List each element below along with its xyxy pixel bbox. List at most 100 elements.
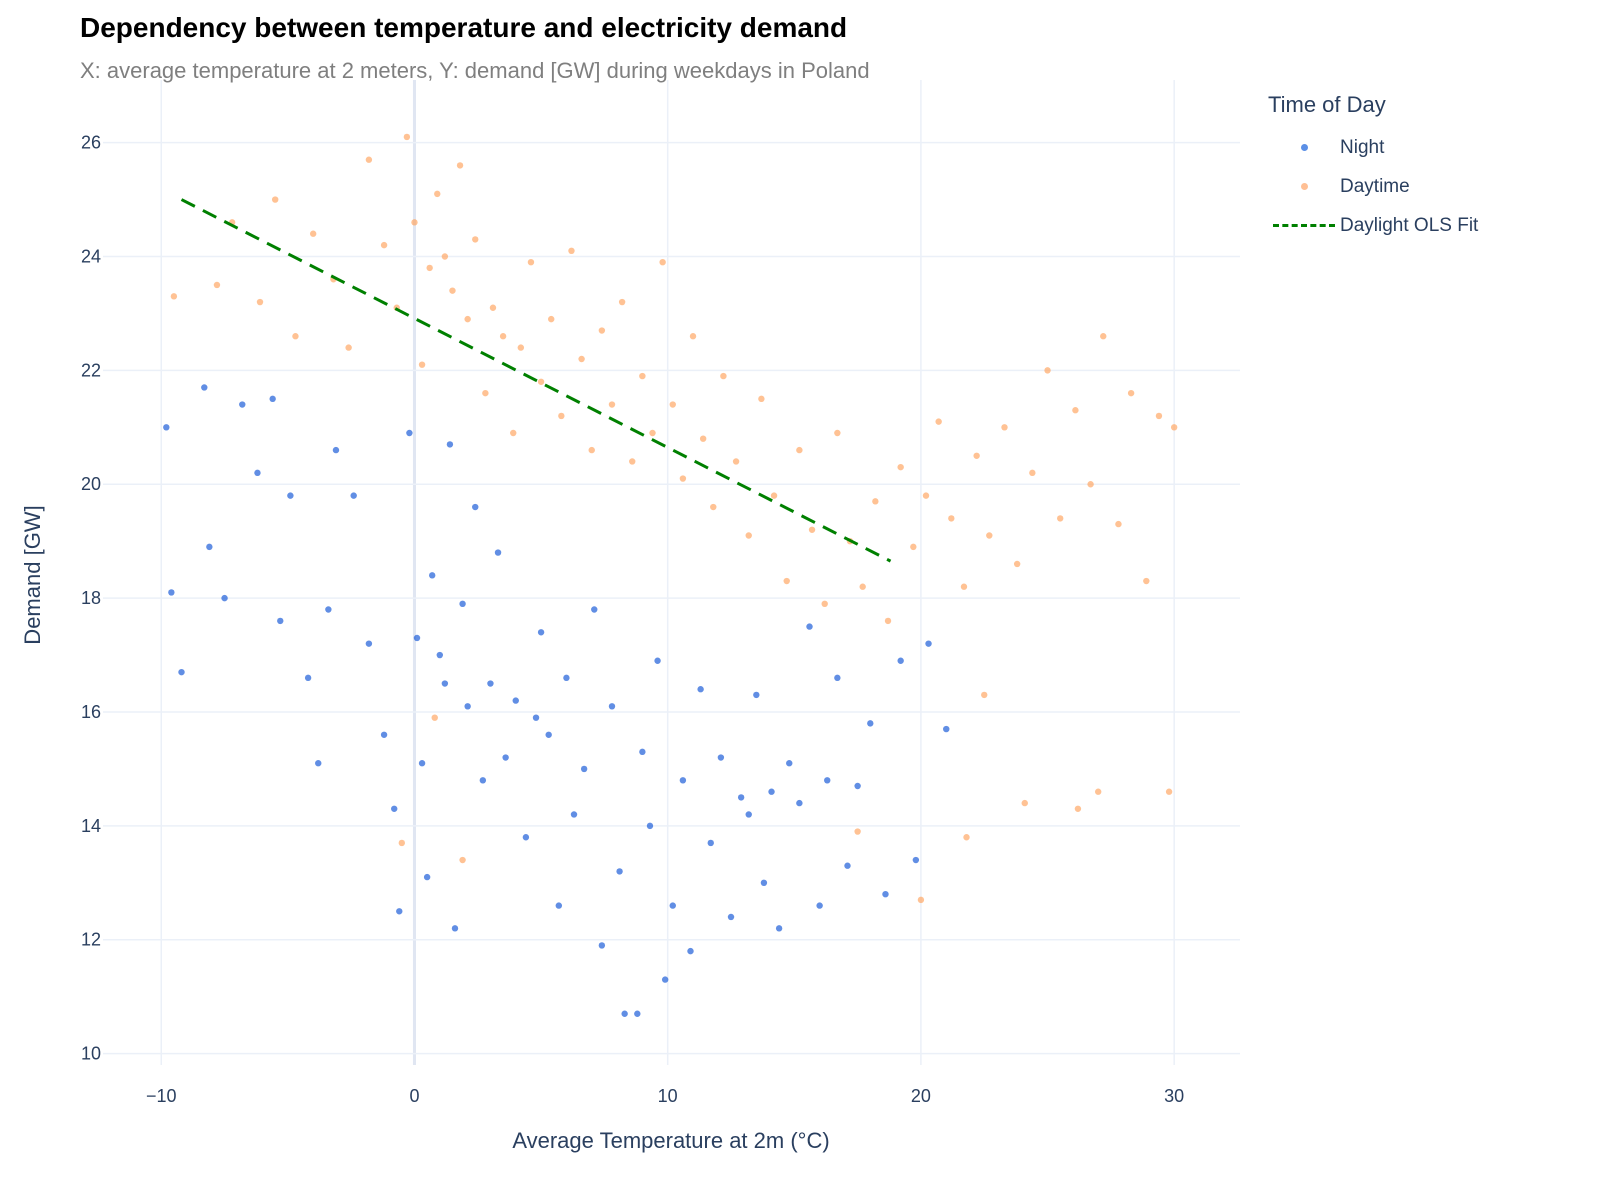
- daytime-point: [568, 247, 575, 255]
- daytime-point: [821, 600, 828, 608]
- daytime-point: [527, 258, 535, 266]
- night-point: [661, 976, 669, 983]
- daytime-point: [1044, 367, 1051, 374]
- legend-label-daytime: Daytime: [1340, 175, 1410, 197]
- night-point: [201, 384, 208, 391]
- night-point: [315, 760, 322, 767]
- daytime-point: [679, 475, 687, 482]
- legend: Time of Day Night Daytime Daylight OLS F…: [1268, 92, 1478, 245]
- night-point: [269, 395, 276, 403]
- daytime-point: [482, 389, 489, 397]
- daytime-point: [398, 839, 406, 847]
- daytime-point: [872, 498, 879, 505]
- night-point: [380, 731, 388, 738]
- night-point: [332, 446, 340, 454]
- daytime-point: [170, 293, 178, 300]
- daytime-point: [1165, 788, 1173, 795]
- night-point: [178, 668, 185, 676]
- legend-item-daytime[interactable]: Daytime: [1268, 167, 1478, 206]
- daytime-point: [745, 532, 752, 539]
- night-point: [325, 606, 332, 613]
- night-point: [168, 589, 175, 596]
- night-point: [254, 469, 261, 477]
- night-point: [428, 572, 436, 579]
- night-point: [824, 777, 831, 784]
- night-point: [717, 754, 725, 761]
- night-point: [451, 925, 459, 932]
- daytime-point: [720, 372, 727, 380]
- daytime-point: [910, 543, 917, 551]
- daytime-point: [960, 583, 968, 590]
- daytime-point: [859, 583, 866, 590]
- night-point: [768, 788, 775, 795]
- night-point: [418, 760, 426, 767]
- legend-item-night[interactable]: Night: [1268, 128, 1478, 167]
- night-point: [391, 805, 398, 812]
- night-point: [459, 600, 466, 608]
- night-point: [912, 856, 920, 864]
- night-point: [786, 760, 793, 767]
- night-point: [621, 1010, 628, 1017]
- night-point: [806, 623, 813, 630]
- daytime-point: [418, 361, 426, 368]
- night-point: [239, 401, 246, 408]
- night-point: [487, 680, 494, 687]
- daytime-point: [588, 446, 595, 454]
- daytime-point: [1074, 805, 1082, 812]
- night-point: [494, 549, 502, 556]
- night-point: [897, 657, 904, 664]
- daytime-point: [935, 418, 942, 425]
- night-point: [580, 765, 588, 773]
- y-tick-label: 26: [81, 133, 101, 153]
- daytime-point: [292, 333, 299, 340]
- night-point: [423, 873, 431, 881]
- y-tick-label: 12: [81, 930, 101, 950]
- night-point: [537, 629, 545, 636]
- night-point: [834, 674, 841, 682]
- daytime-point: [1057, 515, 1064, 522]
- daytime-point: [608, 401, 616, 408]
- y-tick-label: 20: [81, 474, 101, 494]
- daytime-point: [629, 458, 636, 465]
- night-point: [446, 441, 454, 448]
- daytime-point: [598, 327, 606, 334]
- daytime-point: [489, 304, 497, 311]
- legend-item-ols-fit[interactable]: Daylight OLS Fit: [1268, 206, 1478, 245]
- legend-title: Time of Day: [1268, 92, 1386, 117]
- night-point: [479, 777, 487, 784]
- tick-labels: −10 0 10 20 30 10 12 14 16 18 20 22 24 26: [81, 133, 1184, 1106]
- daytime-point: [1155, 412, 1163, 420]
- daytime-point: [758, 395, 765, 403]
- night-point: [436, 651, 443, 659]
- daytime-point: [309, 230, 317, 237]
- daytime-point: [213, 281, 221, 289]
- night-point: [646, 822, 654, 830]
- night-point: [687, 947, 694, 955]
- daytime-point: [411, 219, 418, 226]
- daytime-point: [1100, 333, 1107, 340]
- daytime-point: [649, 429, 656, 437]
- daytime-point: [1001, 424, 1008, 431]
- daytime-point: [441, 253, 449, 260]
- night-point: [413, 634, 421, 642]
- daytime-point: [783, 577, 790, 585]
- daytime-point: [548, 315, 555, 323]
- daytime-point: [922, 492, 930, 499]
- night-point: [727, 913, 735, 921]
- x-tick-label: −10: [146, 1086, 177, 1106]
- night-point: [608, 703, 616, 710]
- night-point: [753, 691, 760, 699]
- daytime-point: [578, 355, 585, 363]
- night-point: [441, 680, 449, 687]
- night-point: [943, 725, 950, 733]
- night-point: [277, 617, 284, 625]
- daytime-point: [426, 264, 433, 272]
- daytime-point: [464, 315, 471, 323]
- night-point: [669, 902, 676, 909]
- daytime-point: [449, 287, 456, 294]
- y-tick-label: 10: [81, 1044, 101, 1064]
- daytime-point: [854, 828, 861, 835]
- night-point: [639, 748, 646, 756]
- daytime-point: [558, 412, 565, 420]
